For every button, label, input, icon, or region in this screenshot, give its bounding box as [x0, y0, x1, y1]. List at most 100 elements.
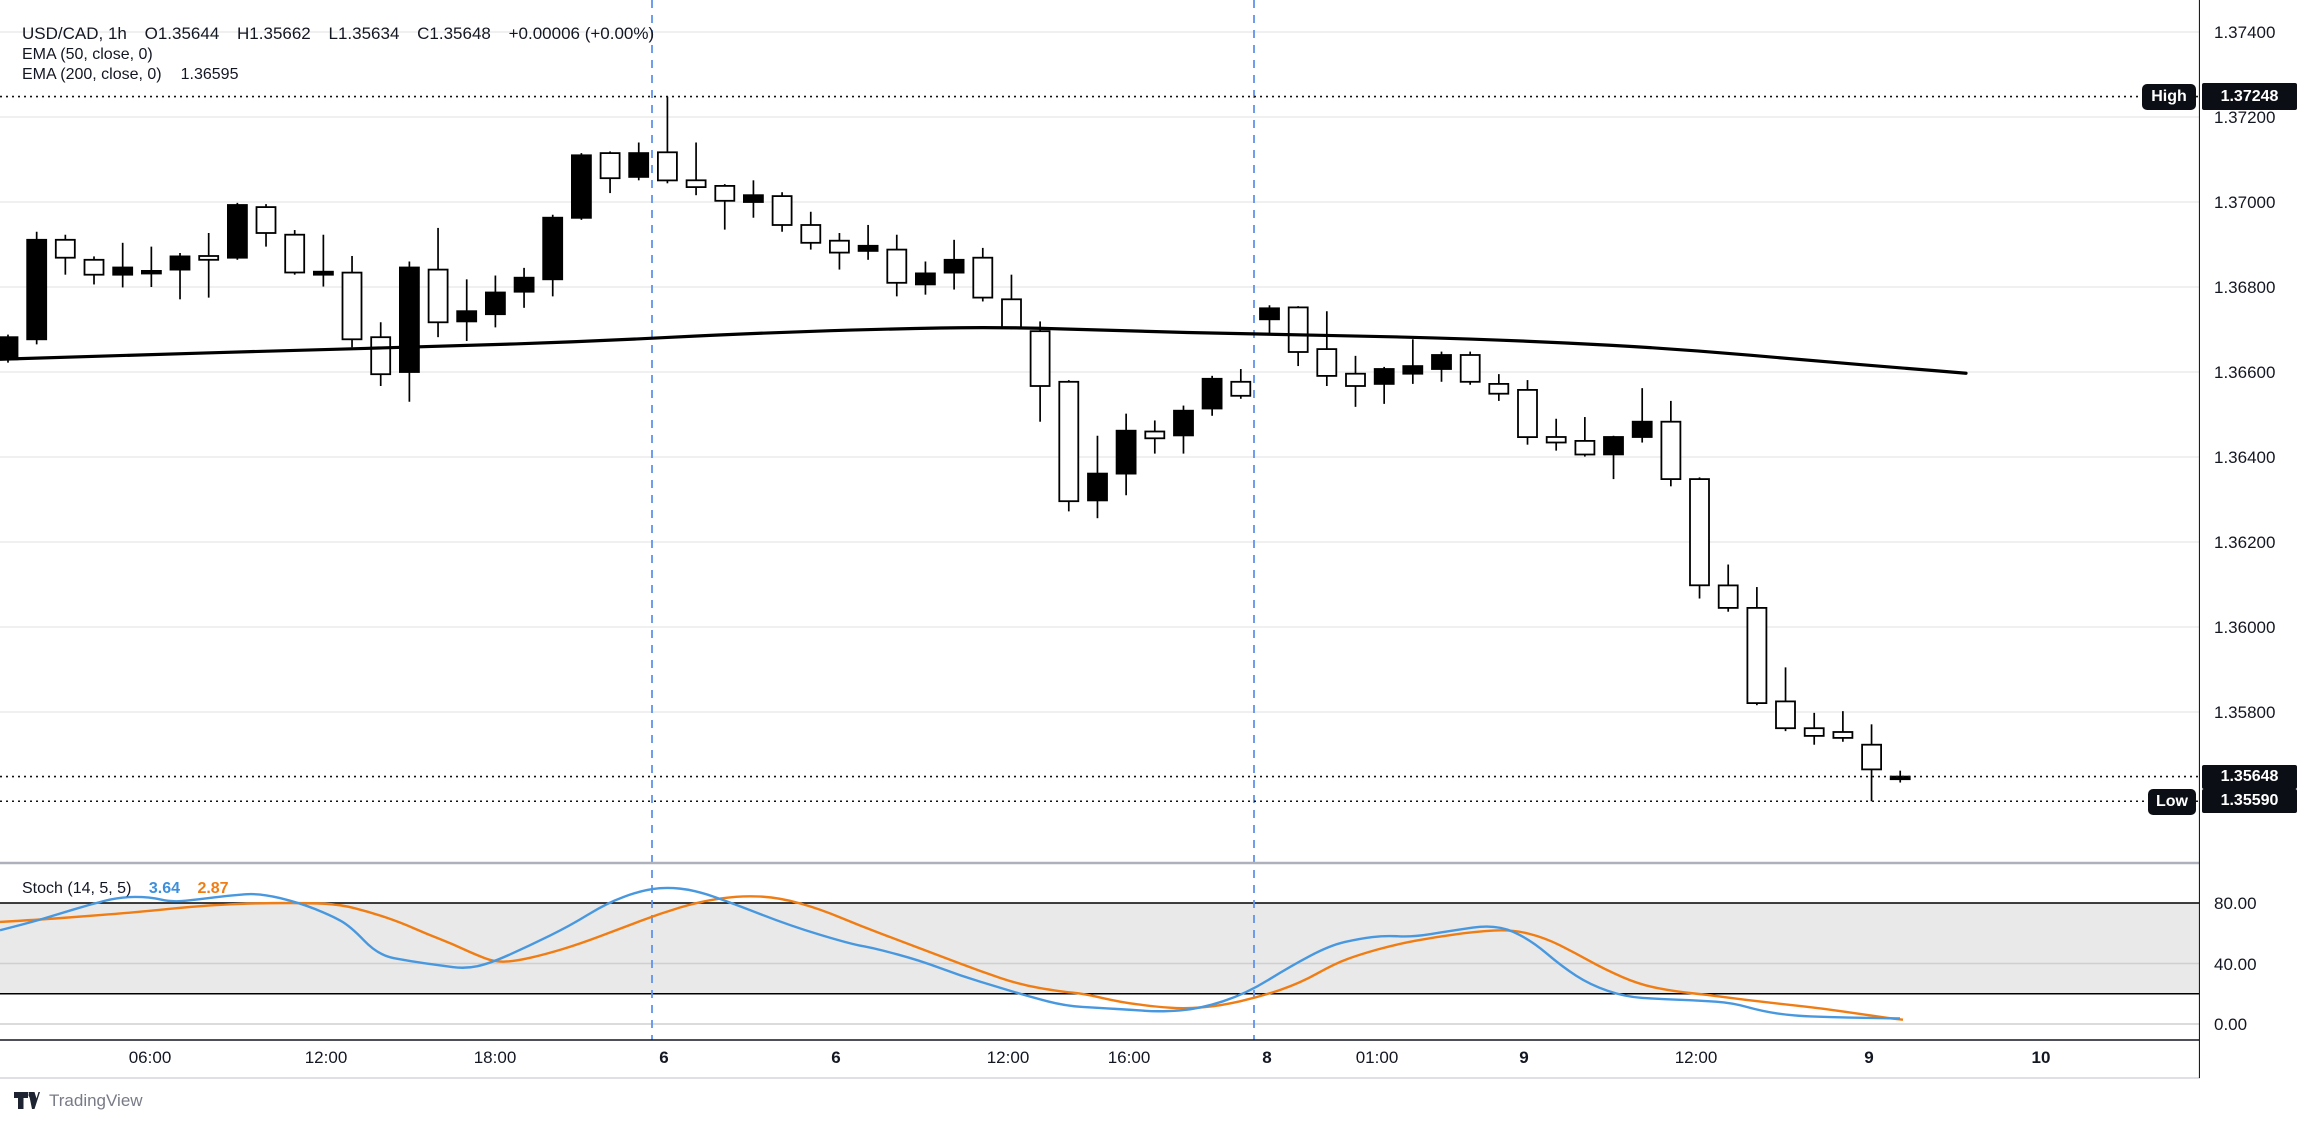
tradingview-logo-text: TradingView [49, 1091, 143, 1110]
candle-body [54, 238, 76, 259]
ema200-line [0, 326, 1968, 375]
candle-body [714, 184, 736, 202]
candle-body [1144, 430, 1166, 440]
candle-body [1173, 409, 1194, 437]
candle-body [169, 255, 191, 271]
candle-body [1230, 380, 1252, 397]
stoch-legend-row[interactable]: Stoch (14, 5, 5) 3.64 2.87 [22, 880, 242, 898]
ohlc-high: H1.35662 [237, 24, 311, 43]
candle-body [915, 272, 936, 286]
candle-body [1058, 380, 1080, 503]
ema50-label: EMA (50, close, 0) [22, 46, 153, 63]
tradingview-logo[interactable]: TradingView [14, 1091, 143, 1111]
candle-body [370, 336, 392, 376]
candle-body [1660, 420, 1682, 481]
ema200-legend-row[interactable]: EMA (200, close, 0) 1.36595 [22, 66, 251, 84]
candle-body [1832, 731, 1854, 739]
candle-body [829, 239, 850, 254]
candle-body [1803, 727, 1825, 737]
symbol-ohlc-row[interactable]: USD/CAD, 1h O1.35644 H1.35662 L1.35634 C… [22, 24, 667, 44]
candle-body [1201, 377, 1223, 410]
price-axis-label: 1.36600 [2214, 363, 2276, 382]
candle-body [1775, 700, 1796, 730]
candle-body [1574, 439, 1596, 456]
candle-body [800, 224, 822, 244]
time-axis-day-label: 6 [831, 1048, 841, 1067]
tradingview-logo-icon [14, 1092, 40, 1109]
time-axis-label: 12:00 [986, 1048, 1030, 1067]
candle-body [1287, 306, 1309, 353]
ohlc-close: C1.35648 [417, 24, 491, 43]
stoch-d-value: 2.87 [197, 880, 229, 897]
candle-body [1029, 330, 1051, 387]
time-axis-label: 16:00 [1107, 1048, 1151, 1067]
low-price-badge: 1.35590 [2202, 789, 2297, 814]
price-axis-label: 1.35800 [2214, 703, 2276, 722]
candle-body [771, 195, 793, 226]
candle-body [112, 266, 134, 276]
candle-body [427, 268, 449, 324]
price-axis-label: 1.37200 [2214, 108, 2276, 127]
price-axis-label: 1.36200 [2214, 533, 2276, 552]
candle-body [1459, 354, 1481, 383]
candle-body [542, 216, 564, 281]
candle-body [1603, 436, 1624, 456]
time-axis-day-label: 8 [1262, 1048, 1272, 1067]
candle-body [599, 152, 621, 180]
candles [0, 96, 1911, 802]
candle-body [456, 310, 478, 323]
ema200-label: EMA (200, close, 0) [22, 66, 162, 83]
candle-body [312, 270, 334, 276]
candle-body [255, 206, 277, 234]
candle-body [1431, 354, 1452, 370]
candle-body [398, 266, 420, 373]
candle-body [83, 258, 105, 276]
time-axis-day-label: 6 [659, 1048, 669, 1067]
time-axis-day-label: 9 [1864, 1048, 1874, 1067]
candle-body [284, 233, 306, 274]
candle-body [1345, 372, 1366, 387]
time-axis-label: 12:00 [304, 1048, 348, 1067]
candle-body [1631, 420, 1653, 438]
ema50-legend-row[interactable]: EMA (50, close, 0) [22, 46, 166, 64]
stoch-d-line [0, 895, 1904, 1021]
price-axis-label: 1.36800 [2214, 278, 2276, 297]
candle-body [1402, 365, 1424, 375]
candle-body [1259, 307, 1280, 321]
candle-body [685, 179, 707, 189]
stoch-axis-label: 80.00 [2214, 894, 2257, 913]
price-axis-label: 1.37000 [2214, 193, 2276, 212]
price-axis-label: 1.36000 [2214, 618, 2276, 637]
stoch-label: Stoch (14, 5, 5) [22, 880, 132, 897]
candle-body [628, 152, 650, 178]
footer-bar: TradingView [0, 1079, 2299, 1123]
ohlc-low: L1.35634 [328, 24, 400, 43]
candle-body [140, 269, 162, 275]
candle-body [943, 258, 965, 274]
candle-body [1517, 388, 1538, 438]
candle-body [1889, 775, 1911, 781]
candle-body [1545, 436, 1567, 444]
candle-body [1115, 429, 1137, 475]
price-axis-label: 1.36400 [2214, 448, 2276, 467]
stoch-axis-label: 0.00 [2214, 1015, 2248, 1034]
ema200-value: 1.36595 [180, 66, 239, 83]
high-price-badge: 1.37248 [2202, 83, 2297, 111]
candle-body [886, 248, 908, 284]
candle-body [657, 151, 678, 182]
candle-body [1316, 348, 1338, 377]
time-axis-label: 18:00 [473, 1048, 517, 1067]
candle-body [743, 194, 764, 203]
candle-body [26, 238, 48, 341]
candle-body [1861, 743, 1882, 771]
time-axis-label: 12:00 [1674, 1048, 1718, 1067]
price-axis[interactable]: 1.37400 1.37200 1.37000 1.36800 1.36600 1.364… [2200, 0, 2299, 1123]
time-axis-label: 01:00 [1355, 1048, 1399, 1067]
time-axis-day-label: 9 [1519, 1048, 1529, 1067]
stoch-k-line [0, 886, 1901, 1020]
candle-body [1488, 382, 1510, 395]
candle-body [857, 244, 879, 252]
stoch-band [0, 903, 2200, 994]
